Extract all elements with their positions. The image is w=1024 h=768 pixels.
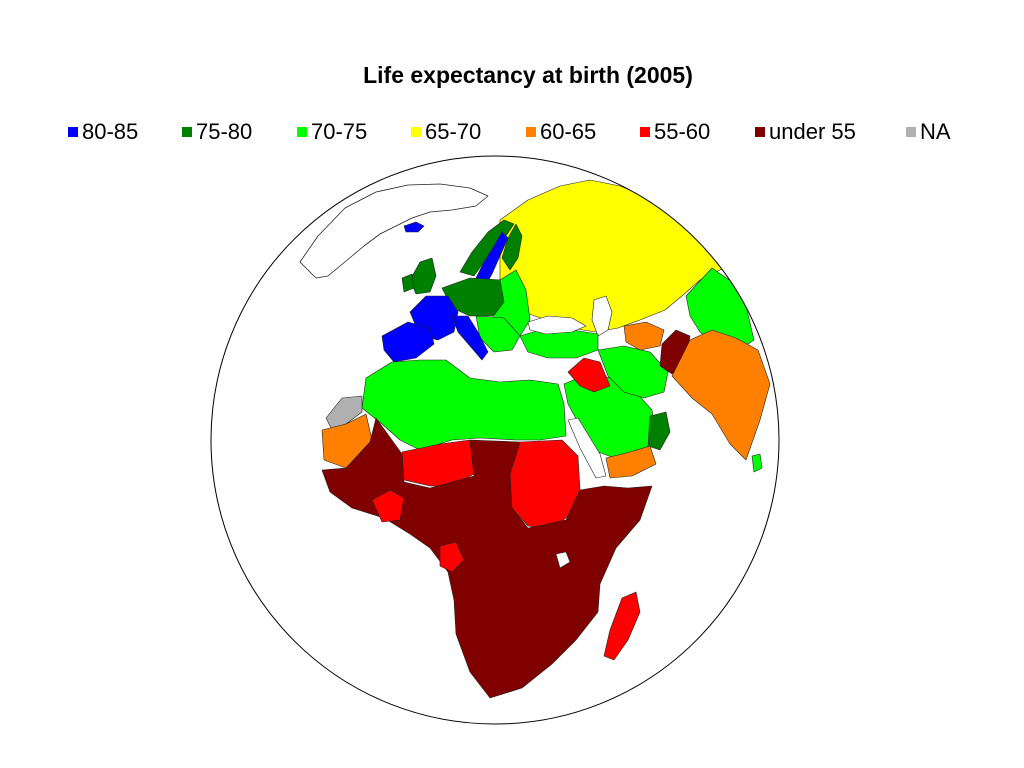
iberia[interactable] bbox=[381, 321, 435, 363]
globe-outline bbox=[210, 155, 780, 725]
legend-swatch bbox=[411, 127, 421, 137]
norway[interactable] bbox=[459, 219, 515, 277]
legend-item: NA bbox=[906, 118, 951, 146]
oman[interactable] bbox=[647, 411, 671, 451]
legend-item: 60-65 bbox=[526, 118, 596, 146]
legend-swatch bbox=[526, 127, 536, 137]
legend-label: under 55 bbox=[769, 119, 856, 144]
turkey[interactable] bbox=[519, 329, 599, 359]
legend-label: 65-70 bbox=[425, 119, 482, 144]
central-asia-south[interactable] bbox=[623, 321, 665, 351]
legend-item: 80-85 bbox=[68, 118, 138, 146]
gabon[interactable] bbox=[439, 541, 465, 573]
south-asia[interactable] bbox=[671, 329, 771, 461]
legend-label: 80-85 bbox=[82, 119, 139, 144]
sri-lanka[interactable] bbox=[751, 453, 763, 473]
russia[interactable] bbox=[499, 179, 725, 333]
legend-swatch bbox=[906, 127, 916, 137]
legend-swatch bbox=[68, 127, 78, 137]
map-legend: 80-85 75-80 70-75 65-70 60-65 55-60 under 55 NA bbox=[0, 118, 1024, 146]
ireland[interactable] bbox=[401, 273, 415, 293]
lake-victoria bbox=[555, 551, 571, 569]
finland[interactable] bbox=[501, 223, 523, 271]
legend-swatch bbox=[297, 127, 307, 137]
legend-label: 60-65 bbox=[540, 119, 597, 144]
iceland[interactable] bbox=[403, 221, 425, 233]
legend-label: 75-80 bbox=[196, 119, 253, 144]
legend-swatch bbox=[182, 127, 192, 137]
legend-label: 55-60 bbox=[654, 119, 711, 144]
legend-item: 55-60 bbox=[640, 118, 710, 146]
yemen[interactable] bbox=[605, 445, 657, 479]
legend-swatch bbox=[640, 127, 650, 137]
iraq[interactable] bbox=[567, 357, 611, 393]
legend-item: 70-75 bbox=[297, 118, 367, 146]
west-africa-coast[interactable] bbox=[371, 489, 405, 523]
legend-item: under 55 bbox=[755, 118, 856, 146]
madagascar[interactable] bbox=[603, 591, 641, 661]
legend-swatch bbox=[755, 127, 765, 137]
map-title: Life expectancy at birth (2005) bbox=[363, 62, 693, 88]
black-sea bbox=[527, 315, 587, 335]
legend-item: 65-70 bbox=[411, 118, 481, 146]
legend-label: 70-75 bbox=[311, 119, 368, 144]
united-kingdom[interactable] bbox=[409, 257, 437, 295]
greenland bbox=[299, 183, 489, 279]
caspian-sea bbox=[591, 295, 613, 337]
sub-saharan-africa[interactable] bbox=[321, 417, 653, 699]
legend-label: NA bbox=[920, 119, 951, 144]
north-africa[interactable] bbox=[361, 359, 567, 451]
legend-item: 75-80 bbox=[182, 118, 252, 146]
iran[interactable] bbox=[597, 345, 669, 399]
italy[interactable] bbox=[451, 315, 489, 361]
red-sea bbox=[567, 417, 607, 479]
